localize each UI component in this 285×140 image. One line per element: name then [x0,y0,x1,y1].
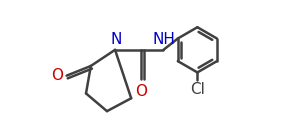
Text: O: O [135,84,147,99]
Text: N: N [110,32,121,47]
Text: NH: NH [153,32,176,47]
Text: Cl: Cl [190,82,205,97]
Text: O: O [51,68,63,83]
